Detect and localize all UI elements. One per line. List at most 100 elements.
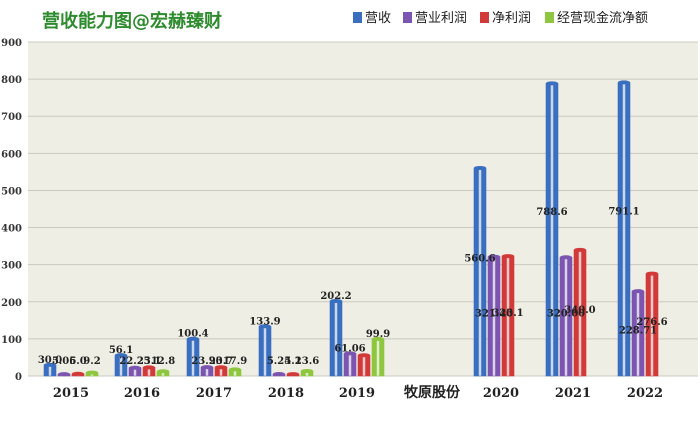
- bar-cap: [330, 298, 342, 303]
- data-label: 61.06: [334, 343, 365, 354]
- bar-cap: [44, 362, 56, 367]
- bar: [545, 83, 559, 377]
- bar-cap: [86, 370, 98, 375]
- bar-cap: [560, 255, 572, 260]
- data-label: 791.1: [608, 207, 639, 218]
- data-label: 22.25: [119, 356, 150, 367]
- x-tick-label: 2017: [196, 386, 232, 401]
- data-label: 6.0: [69, 356, 86, 367]
- y-tick-label: 700: [1, 112, 22, 123]
- bar-cap: [58, 372, 70, 377]
- bar-cap: [618, 80, 630, 85]
- bars: [43, 80, 659, 377]
- data-label: 5.05: [52, 356, 76, 367]
- data-label: 30.0: [38, 355, 62, 366]
- bar-cap: [143, 365, 155, 370]
- data-label: 560.6: [464, 254, 495, 265]
- y-tick-label: 300: [1, 261, 22, 272]
- data-label: 276.6: [636, 317, 667, 328]
- data-label: 320.00: [547, 309, 585, 320]
- x-tick-label: 2022: [627, 386, 663, 401]
- bar-cap: [646, 271, 658, 276]
- bar-cap: [546, 81, 558, 86]
- data-label: 228.71: [619, 326, 657, 337]
- plot-area: [28, 42, 698, 376]
- legend-label: 净利润: [492, 11, 531, 26]
- bar-cap: [358, 353, 370, 358]
- y-tick-label: 400: [1, 224, 22, 235]
- legend-swatch: [353, 12, 362, 23]
- bar-cap: [488, 254, 500, 259]
- data-label: 23.1: [137, 356, 161, 367]
- data-label: 5.24: [267, 356, 291, 367]
- data-label: 12.8: [151, 356, 175, 367]
- data-label: 100.4: [177, 329, 208, 340]
- data-label: 23.90: [191, 356, 222, 367]
- bar: [357, 354, 371, 377]
- bar-cap: [372, 336, 384, 341]
- data-label: 323.1: [492, 308, 523, 319]
- legend-label: 营收: [365, 11, 391, 26]
- bar: [343, 353, 357, 377]
- y-tick-label: 200: [1, 298, 22, 309]
- legend-swatch: [480, 12, 489, 23]
- y-tick-label: 900: [1, 38, 22, 49]
- y-tick-label: 800: [1, 75, 22, 86]
- data-label: 340.0: [564, 305, 595, 316]
- bar-cap: [157, 369, 169, 374]
- legend-label: 营业利润: [415, 11, 467, 26]
- y-tick-label: 600: [1, 149, 22, 160]
- data-label: 321.40: [475, 308, 513, 319]
- bar-cap: [187, 336, 199, 341]
- data-label: 788.6: [536, 207, 567, 218]
- x-tick-label: 2016: [124, 386, 160, 401]
- bar: [473, 167, 487, 377]
- y-tick-label: 500: [1, 186, 22, 197]
- data-label: 5.2: [284, 356, 301, 367]
- bar-cap: [72, 371, 84, 376]
- legend: 营收 营业利润 净利润 经营现金流净额: [353, 10, 648, 26]
- legend-swatch: [403, 12, 412, 23]
- y-tick-label: 100: [1, 335, 22, 346]
- bar: [329, 300, 343, 377]
- bar-cap: [474, 165, 486, 170]
- data-label: 17.9: [223, 356, 247, 367]
- x-tick-label: 2021: [555, 386, 591, 401]
- x-tick-label: 2018: [268, 386, 304, 401]
- legend-label: 经营现金流净额: [557, 10, 648, 26]
- chart-title: 营收能力图@宏赫臻财: [42, 10, 222, 32]
- data-label: 23.7: [209, 356, 233, 367]
- data-label: 133.9: [249, 316, 280, 327]
- bar-cap: [215, 365, 227, 370]
- bar-cap: [344, 351, 356, 356]
- bar: [258, 326, 272, 377]
- bar: [371, 338, 385, 377]
- data-label: 9.2: [83, 356, 100, 367]
- x-axis: 2015 2016 2017 2018 2019 2020 2021 2022: [53, 386, 663, 401]
- bar-cap: [229, 367, 241, 372]
- data-label: 99.9: [366, 329, 390, 340]
- legend-swatch: [545, 12, 554, 23]
- bar-cap: [632, 289, 644, 294]
- y-axis: 0 100 200 300 400 500 600 700 800 900: [1, 38, 22, 383]
- y-tick-label: 0: [15, 372, 22, 383]
- grid: [28, 41, 698, 377]
- x-tick-label: 2019: [339, 386, 375, 401]
- bar-cap: [259, 324, 271, 329]
- bar-cap: [502, 254, 514, 259]
- x-tick-label: 2015: [53, 386, 89, 401]
- bar-cap: [301, 368, 313, 373]
- bar-cap: [115, 353, 127, 358]
- bar-cap: [273, 372, 285, 377]
- data-label: 202.2: [320, 291, 351, 302]
- data-label: 13.6: [295, 356, 319, 367]
- x-tick-label: 2020: [483, 386, 519, 401]
- bar-cap: [129, 365, 141, 370]
- bar-cap: [201, 365, 213, 370]
- chart-annotation: 牧原股份: [404, 384, 461, 401]
- bar-cap: [287, 372, 299, 377]
- bar-cap: [574, 247, 586, 252]
